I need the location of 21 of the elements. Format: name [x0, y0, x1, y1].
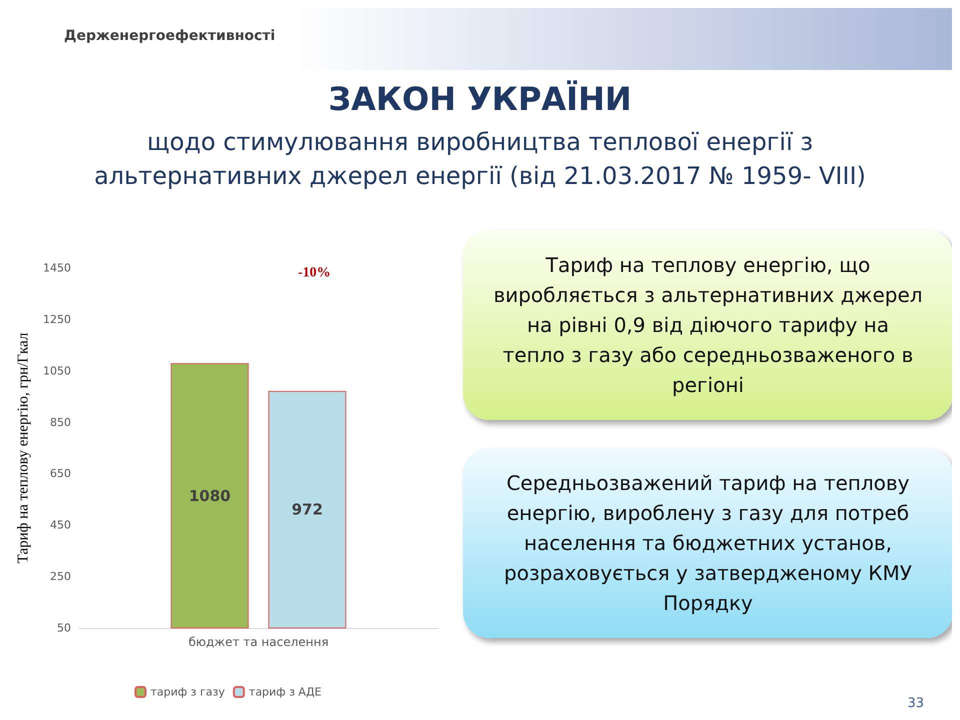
y-tick-label: 1050: [43, 364, 71, 378]
chart-title: ЗАКОН УКРАЇНИ: [327, 80, 633, 118]
legend-label: тариф з АДЕ: [248, 686, 322, 698]
y-tick-label: 1450: [43, 262, 71, 274]
y-tick-label: 650: [50, 467, 71, 480]
y-tick-label: 850: [50, 416, 71, 429]
y-tick-label: 50: [57, 622, 71, 634]
data-label: 972: [292, 500, 323, 519]
chart-subtitle: щодо стимулювання виробництва теплової енергії з альтернативних джерел енергії (від 21.03.2017 № 1959- VIII): [93, 127, 867, 192]
annotation: -10%: [298, 266, 331, 280]
y-axis-title: Тариф на теплову енергію, грн/Гкал: [16, 332, 32, 564]
y-tick-label: 450: [50, 518, 71, 532]
text: 33: [907, 696, 924, 711]
text: Середньозважений тариф на теплову енергію, вироблену з газу для потреб населення та бюджетних установ, розраховується у затвердженому КМУ Порядку: [463, 448, 953, 638]
x-tick-label: бюджет та населення: [188, 635, 329, 649]
data-label: 1080: [188, 486, 231, 505]
text: Держенергоефективності: [64, 28, 276, 44]
y-tick-label: 250: [50, 570, 71, 584]
legend-label: тариф з газу: [150, 686, 226, 698]
text: Тариф на теплову енергію, що виробляється з альтернативних джерел на рівні 0,9 від діючого тарифу на тепло з газу або середньозваженого в регіоні: [463, 230, 953, 420]
y-tick-label: 1250: [43, 312, 71, 326]
